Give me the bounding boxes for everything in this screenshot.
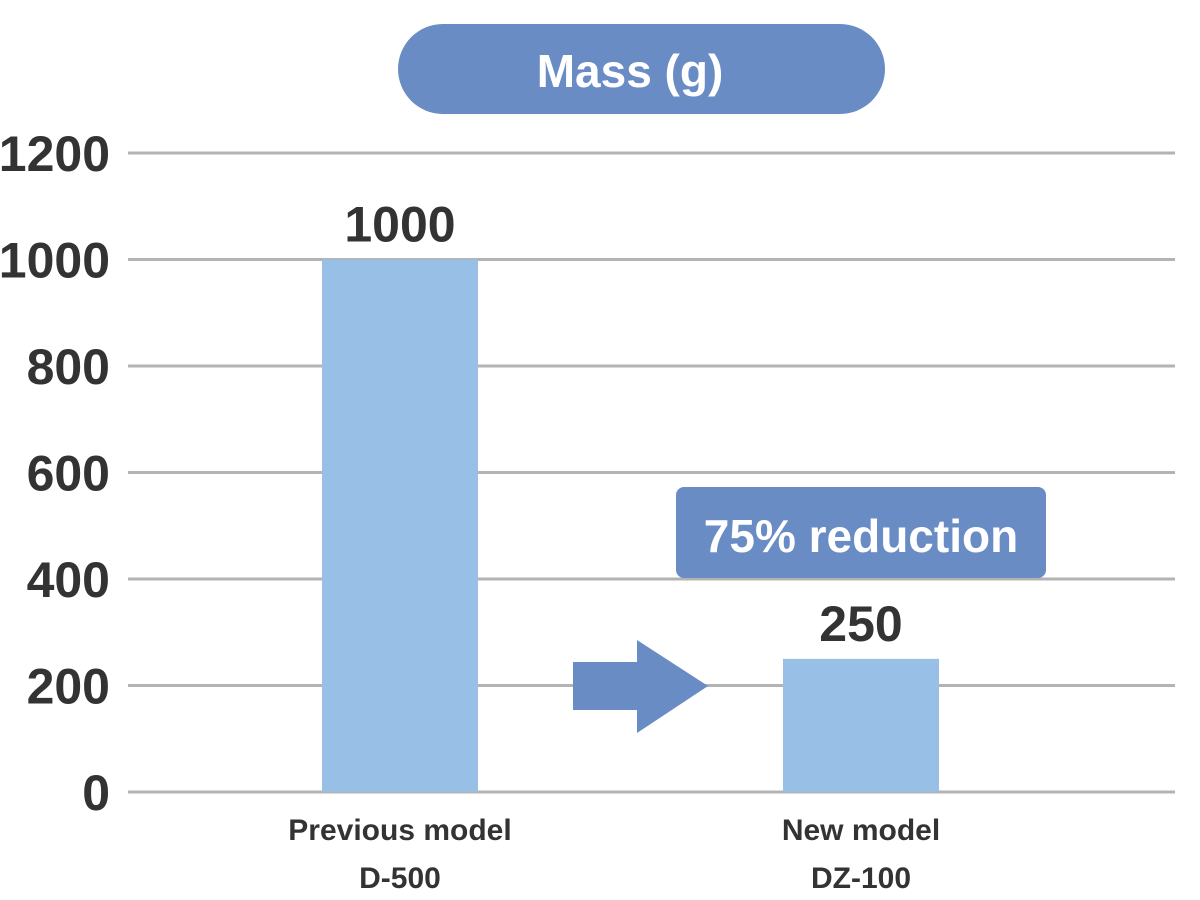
data-labels: 1000 250 <box>344 197 902 652</box>
data-label: 1000 <box>344 197 455 253</box>
y-tick-label: 1000 <box>0 233 110 289</box>
y-tick-label: 800 <box>27 339 110 395</box>
bar <box>783 658 939 792</box>
category-label: Previous model <box>288 814 511 847</box>
y-tick-label: 1200 <box>0 126 110 182</box>
reduction-annotation: 75% reduction <box>704 510 1018 562</box>
reduction-badge: 75% reduction <box>676 487 1046 578</box>
y-tick-label: 200 <box>27 659 110 715</box>
data-label: 250 <box>819 596 902 652</box>
chart-title: Mass (g) <box>537 45 724 97</box>
y-tick-labels: 0 200 400 600 800 1000 1200 <box>0 126 110 821</box>
y-tick-label: 400 <box>27 552 110 608</box>
arrow-icon <box>573 640 708 733</box>
gridlines <box>128 151 1175 794</box>
title-pill: Mass (g) <box>398 24 885 114</box>
bar <box>322 259 478 792</box>
bars <box>322 259 939 792</box>
category-label: New model <box>782 814 940 847</box>
y-tick-label: 600 <box>27 446 110 502</box>
category-label: D-500 <box>359 862 441 895</box>
y-tick-label: 0 <box>82 765 110 821</box>
category-label: DZ-100 <box>811 862 911 895</box>
category-labels: Previous model D-500 New model DZ-100 <box>288 814 940 895</box>
